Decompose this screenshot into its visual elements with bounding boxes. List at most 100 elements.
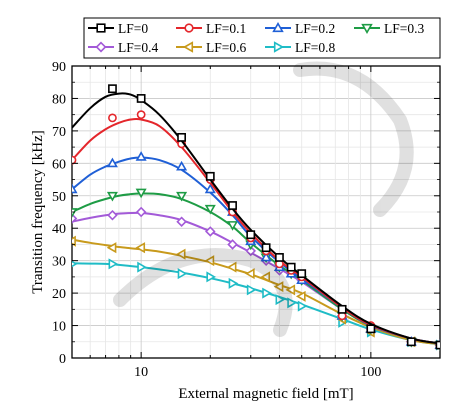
y-tick-label: 40 [52, 222, 66, 237]
data-point [95, 41, 107, 53]
legend-label: LF=0.1 [206, 21, 246, 36]
legend-item: LF=0.2 [265, 21, 335, 36]
legend-label: LF=0.8 [295, 40, 335, 55]
legend-label: LF=0.4 [118, 40, 158, 55]
y-tick-label: 50 [52, 190, 66, 205]
data-point [175, 248, 186, 260]
data-point [135, 242, 146, 254]
data-point [177, 268, 188, 280]
legend-item: LF=0.4 [88, 40, 158, 55]
legend-item: LF=0.1 [176, 21, 246, 36]
legend-box [83, 17, 441, 59]
data-point [135, 206, 147, 218]
data-point [227, 221, 239, 231]
data-point [135, 151, 147, 161]
y-tick-label: 10 [52, 320, 66, 335]
data-point [228, 201, 237, 210]
legend-label: LF=0.2 [295, 21, 335, 36]
data-point [406, 337, 416, 347]
y-tick-label: 90 [52, 60, 66, 75]
y-tick-label: 20 [52, 287, 66, 302]
series-group [72, 84, 440, 351]
legend-item: LF=0.8 [265, 40, 335, 55]
data-point [246, 284, 257, 296]
data-point [108, 84, 117, 94]
data-point [337, 304, 347, 314]
data-point [205, 226, 216, 237]
series-0 [72, 84, 440, 350]
y-axis-title: Transition frequency [kHz] [30, 130, 46, 294]
data-point [183, 41, 194, 53]
data-point [273, 281, 284, 293]
data-point [361, 23, 373, 34]
data-point [108, 258, 119, 270]
legend-item: LF=0.6 [176, 40, 246, 55]
watermark-overlay [113, 61, 414, 337]
data-point [72, 213, 78, 224]
data-point [228, 277, 239, 289]
data-point [275, 294, 286, 306]
data-point [297, 269, 307, 279]
legend: LF=0 LF=0.1 LF=0.2 LF=0.3 LF=0.4 LF=0.6 LF=0.8 [83, 17, 441, 59]
x-tick-label: 10 [134, 365, 148, 380]
x-tick-label: 100 [360, 365, 381, 380]
series-1 [72, 110, 440, 350]
data-point [176, 191, 188, 202]
data-point [177, 132, 186, 142]
data-point [176, 216, 187, 228]
data-point [260, 251, 272, 262]
data-point [260, 271, 271, 283]
data-point [275, 253, 284, 262]
data-point [135, 188, 147, 199]
y-tick-label: 0 [59, 352, 66, 367]
data-point [206, 271, 217, 283]
data-point [287, 297, 297, 309]
data-point [295, 290, 306, 302]
series-2 [72, 151, 440, 349]
data-point [273, 41, 284, 53]
data-point [286, 262, 296, 272]
watermark-stroke [113, 248, 293, 337]
data-point [297, 300, 308, 312]
data-point [136, 110, 146, 120]
data-point [261, 243, 271, 253]
data-point [184, 23, 194, 33]
data-point [72, 208, 78, 218]
series-line [72, 156, 440, 345]
data-point [137, 261, 147, 273]
data-point [246, 230, 256, 240]
data-point [204, 255, 215, 267]
data-point [136, 94, 146, 103]
data-point [72, 260, 78, 268]
data-point [72, 235, 76, 247]
y-tick-label: 80 [52, 92, 66, 107]
y-tick-label: 70 [52, 125, 66, 140]
data-point [245, 245, 257, 257]
data-point [204, 204, 216, 215]
data-point [272, 22, 284, 33]
series-line [72, 211, 440, 345]
data-point [366, 324, 376, 334]
watermark-stroke [293, 61, 414, 217]
axis-ticks: 0 10 20 30 40 50 60 70 80 90 10 100 [52, 60, 441, 380]
legend-label: LF=0.6 [206, 40, 246, 55]
data-point [106, 157, 118, 168]
legend-label: LF=0 [118, 21, 148, 36]
y-tick-label: 30 [52, 255, 66, 270]
legend-item: LF=0 [88, 21, 148, 36]
data-point [262, 287, 272, 299]
data-point [106, 242, 117, 254]
data-point [205, 171, 215, 181]
legend-item: LF=0.3 [354, 21, 424, 36]
y-tick-label: 60 [52, 157, 66, 172]
data-point [72, 183, 78, 194]
data-point [227, 239, 238, 250]
data-point [72, 155, 77, 165]
data-point [285, 284, 296, 296]
data-point [204, 183, 216, 194]
data-point [107, 209, 118, 221]
data-point [96, 23, 106, 33]
data-point [108, 113, 117, 123]
series-4 [72, 206, 440, 351]
